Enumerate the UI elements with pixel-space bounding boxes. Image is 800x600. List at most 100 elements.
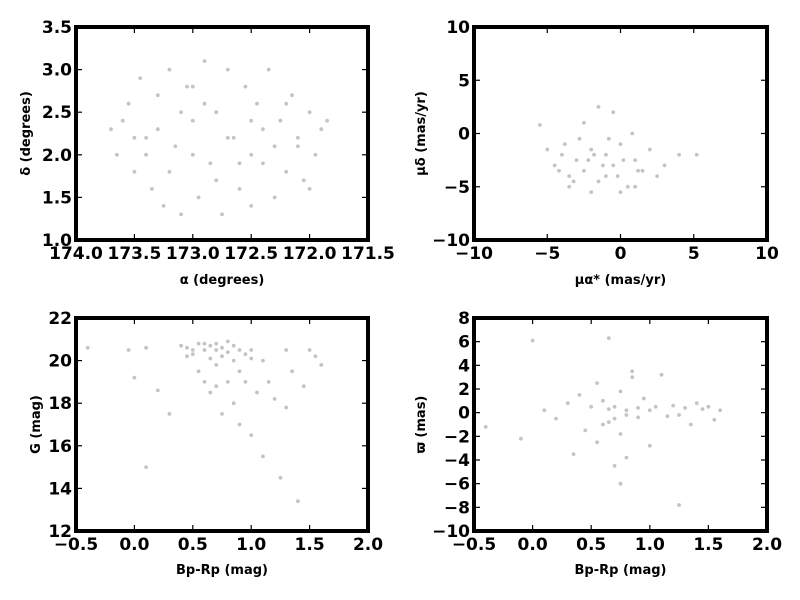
y-tick-label: −6 xyxy=(444,475,470,495)
x-tick-label: 171.5 xyxy=(341,244,395,264)
data-point xyxy=(255,101,259,106)
data-point xyxy=(618,432,623,436)
data-point xyxy=(653,404,658,409)
data-point xyxy=(554,416,558,421)
panel-cmd-points xyxy=(85,339,324,504)
data-point xyxy=(196,369,201,374)
data-point xyxy=(179,212,184,217)
data-point xyxy=(313,152,318,157)
data-point xyxy=(694,401,699,406)
data-point xyxy=(624,408,629,413)
panel-parallax-points xyxy=(483,336,722,507)
data-point xyxy=(202,59,207,63)
x-tick-label: 5 xyxy=(688,244,700,264)
data-point xyxy=(190,152,195,157)
data-point xyxy=(633,158,637,163)
panel-parallax: −0.5 0.0 0.5 1.0 1.5 2.0 −10 −8 −6 −4 −2 0 2 4 6 8 Bp-Rp… xyxy=(414,309,782,578)
data-point xyxy=(636,168,640,173)
data-point xyxy=(225,135,230,140)
x-tick-label: 2.0 xyxy=(752,535,782,555)
data-point xyxy=(589,147,594,152)
x-tick-label: −5 xyxy=(534,244,560,264)
data-point xyxy=(319,363,324,367)
data-point xyxy=(231,358,236,363)
data-point xyxy=(284,348,289,352)
x-tick-label: −10 xyxy=(455,244,493,264)
data-point xyxy=(167,169,172,174)
y-tick-label: −10 xyxy=(432,522,470,542)
data-point xyxy=(615,174,620,179)
data-point xyxy=(144,465,149,469)
data-point xyxy=(557,168,561,173)
y-tick-label: 4 xyxy=(458,356,470,376)
data-point xyxy=(595,381,599,385)
data-point xyxy=(611,110,616,115)
x-tick-label: 172.0 xyxy=(283,244,337,264)
data-point xyxy=(301,384,306,389)
data-point xyxy=(665,414,670,419)
data-point xyxy=(284,405,289,410)
data-point xyxy=(85,345,90,350)
y-tick-label: 22 xyxy=(48,309,72,329)
data-point xyxy=(225,67,230,72)
data-point xyxy=(592,152,596,157)
y-tick-label: 8 xyxy=(458,309,470,329)
data-point xyxy=(214,178,219,183)
data-point xyxy=(567,184,572,189)
data-point xyxy=(313,354,318,359)
data-point xyxy=(565,401,570,406)
y-tick-label: 18 xyxy=(48,394,72,414)
data-point xyxy=(249,204,254,208)
data-point xyxy=(582,168,586,173)
data-point xyxy=(567,174,572,179)
data-point xyxy=(604,152,608,157)
data-point xyxy=(625,184,630,189)
data-point xyxy=(249,118,254,123)
y-tick-label: −10 xyxy=(432,231,470,251)
panel-propermotion-points xyxy=(538,105,699,195)
data-point xyxy=(683,406,687,410)
y-tick-label: 1.5 xyxy=(42,188,72,208)
panel-radec-frame xyxy=(74,25,370,242)
data-point xyxy=(621,158,626,163)
data-point xyxy=(640,168,645,173)
y-tick-label: −8 xyxy=(444,498,470,518)
x-tick-label: 173.5 xyxy=(108,244,162,264)
data-point xyxy=(266,67,271,72)
data-point xyxy=(301,178,306,183)
data-point xyxy=(179,110,184,115)
data-point xyxy=(237,187,242,191)
x-tick-label: 174.0 xyxy=(49,244,103,264)
data-point xyxy=(272,195,277,200)
data-point xyxy=(624,455,629,460)
data-point xyxy=(220,212,224,217)
y-tick-label: 12 xyxy=(48,522,72,542)
data-point xyxy=(231,401,236,406)
data-point xyxy=(144,152,149,157)
data-point xyxy=(249,152,254,157)
panel-radec-points xyxy=(109,59,329,217)
data-point xyxy=(237,161,242,166)
data-point xyxy=(530,338,535,343)
data-point xyxy=(571,452,576,456)
data-point xyxy=(552,163,557,168)
data-point xyxy=(601,398,605,403)
panel-propermotion-y-axis-label: μδ (mas/yr) xyxy=(414,91,429,176)
data-point xyxy=(126,101,131,106)
data-point xyxy=(261,454,265,459)
data-point xyxy=(688,422,693,427)
y-tick-label: −5 xyxy=(444,178,470,198)
data-point xyxy=(272,144,277,149)
data-point xyxy=(718,408,722,413)
data-point xyxy=(662,163,667,168)
panel-radec-y-axis-label: δ (degrees) xyxy=(19,91,34,176)
y-tick-label: 3.0 xyxy=(42,61,72,81)
data-point xyxy=(545,147,550,152)
data-point xyxy=(618,389,623,394)
data-point xyxy=(132,375,137,380)
data-point xyxy=(220,354,224,359)
data-point xyxy=(155,127,160,132)
data-point xyxy=(173,144,178,149)
data-point xyxy=(214,363,219,367)
